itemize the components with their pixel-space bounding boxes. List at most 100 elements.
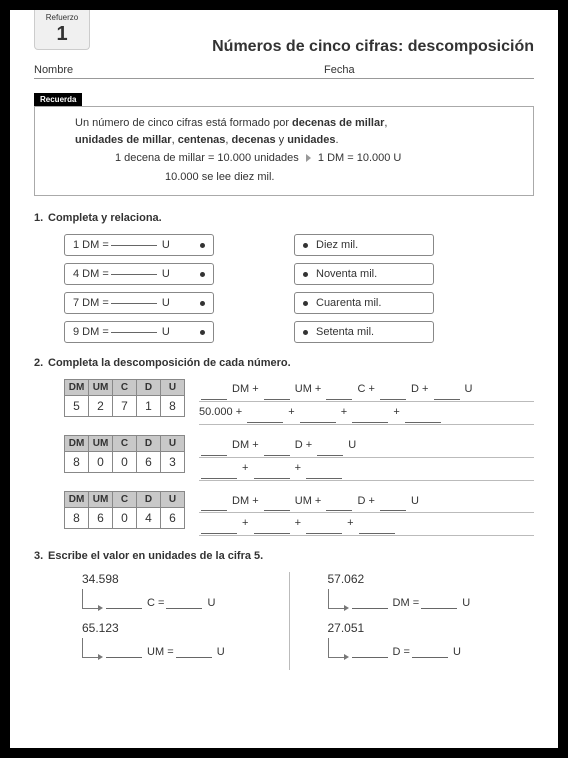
match-left-box: 7 DM = U	[64, 292, 214, 314]
ex3-number: 65.123	[82, 621, 289, 635]
dot-icon	[303, 272, 308, 277]
decomp-row: DMUMCDU80063 DM + D + U + +	[34, 435, 534, 481]
blank-field[interactable]	[300, 422, 336, 423]
match-left-box: 9 DM = U	[64, 321, 214, 343]
date-label: Fecha	[324, 64, 355, 76]
blank-field[interactable]	[380, 399, 406, 400]
blank-field[interactable]	[254, 478, 290, 479]
match-left-box: 4 DM = U	[64, 263, 214, 285]
blank-field[interactable]	[380, 510, 406, 511]
blank-field[interactable]	[326, 510, 352, 511]
blank-field[interactable]	[412, 657, 448, 658]
blank-field[interactable]	[201, 510, 227, 511]
ex3-number: 27.051	[328, 621, 535, 635]
ex3-item: 27.051 D = U	[310, 621, 535, 658]
arrow-row: DM = U	[310, 589, 535, 609]
match-right-box: Cuarenta mil.	[294, 292, 434, 314]
match-right-box: Setenta mil.	[294, 321, 434, 343]
ex3-number: 57.062	[328, 572, 535, 586]
recuerda-line2: 1 decena de millar = 10.000 unidades 1 D…	[75, 150, 517, 167]
blank-field[interactable]	[111, 332, 157, 333]
page-title: Números de cinco cifras: descomposición	[34, 38, 534, 56]
blank-field[interactable]	[306, 478, 342, 479]
dot-icon	[200, 301, 205, 306]
arrow-row: C = U	[64, 589, 289, 609]
arrow-row: D = U	[310, 638, 535, 658]
dot-icon	[200, 272, 205, 277]
blank-field[interactable]	[111, 303, 157, 304]
decomp-lines: DM + UM + C + D + U50.000 + + + +	[199, 379, 534, 425]
arrow-icon	[82, 638, 98, 658]
dot-icon	[200, 330, 205, 335]
exercise-3: 3.Escribe el valor en unidades de la cif…	[34, 550, 534, 670]
name-label: Nombre	[34, 64, 73, 76]
place-value-table: DMUMCDU80063	[64, 435, 185, 473]
name-date-row: Nombre Fecha	[34, 64, 534, 79]
blank-field[interactable]	[176, 657, 212, 658]
match-left-box: 1 DM = U	[64, 234, 214, 256]
exercise-2: 2.Completa la descomposición de cada núm…	[34, 357, 534, 536]
blank-field[interactable]	[106, 657, 142, 658]
ex3-item: 34.598 C = U	[64, 572, 289, 609]
blank-field[interactable]	[254, 533, 290, 534]
triangle-icon	[306, 154, 311, 162]
match-row: 4 DM = U Noventa mil.	[34, 263, 534, 285]
blank-field[interactable]	[247, 422, 283, 423]
arrow-icon	[82, 589, 98, 609]
blank-field[interactable]	[264, 455, 290, 456]
ex3-item: 57.062 DM = U	[310, 572, 535, 609]
arrow-row: UM = U	[64, 638, 289, 658]
dot-icon	[303, 330, 308, 335]
refuerzo-tab: Refuerzo 1	[34, 10, 90, 50]
blank-field[interactable]	[111, 274, 157, 275]
match-row: 7 DM = U Cuarenta mil.	[34, 292, 534, 314]
dot-icon	[303, 301, 308, 306]
worksheet-page: Refuerzo 1 Números de cinco cifras: desc…	[10, 10, 558, 748]
match-row: 9 DM = U Setenta mil.	[34, 321, 534, 343]
decomp-row: DMUMCDU86046 DM + UM + D + U + + +	[34, 491, 534, 537]
blank-field[interactable]	[352, 657, 388, 658]
ex3-number: 34.598	[82, 572, 289, 586]
recuerda-tag: Recuerda	[34, 93, 82, 106]
blank-field[interactable]	[359, 533, 395, 534]
dot-icon	[200, 243, 205, 248]
recuerda-section: Recuerda Un número de cinco cifras está …	[34, 93, 534, 196]
tab-label: Refuerzo	[35, 13, 89, 22]
place-value-table: DMUMCDU52718	[64, 379, 185, 417]
decomp-lines: DM + D + U + +	[199, 435, 534, 481]
blank-field[interactable]	[201, 478, 237, 479]
blank-field[interactable]	[201, 399, 227, 400]
ex3-title: 3.Escribe el valor en unidades de la cif…	[34, 550, 534, 562]
blank-field[interactable]	[421, 608, 457, 609]
blank-field[interactable]	[201, 533, 237, 534]
blank-field[interactable]	[434, 399, 460, 400]
match-right-box: Noventa mil.	[294, 263, 434, 285]
blank-field[interactable]	[352, 608, 388, 609]
blank-field[interactable]	[317, 455, 343, 456]
blank-field[interactable]	[264, 399, 290, 400]
ex1-title: 1.Completa y relaciona.	[34, 212, 534, 224]
place-value-table: DMUMCDU86046	[64, 491, 185, 529]
blank-field[interactable]	[111, 245, 157, 246]
ex3-item: 65.123 UM = U	[64, 621, 289, 658]
arrow-icon	[328, 589, 344, 609]
blank-field[interactable]	[201, 455, 227, 456]
blank-field[interactable]	[166, 608, 202, 609]
dot-icon	[303, 243, 308, 248]
blank-field[interactable]	[106, 608, 142, 609]
decomp-lines: DM + UM + D + U + + +	[199, 491, 534, 537]
blank-field[interactable]	[306, 533, 342, 534]
match-row: 1 DM = U Diez mil.	[34, 234, 534, 256]
blank-field[interactable]	[405, 422, 441, 423]
recuerda-box: Un número de cinco cifras está formado p…	[34, 106, 534, 196]
recuerda-line1: Un número de cinco cifras está formado p…	[75, 115, 517, 148]
recuerda-line3: 10.000 se lee diez mil.	[75, 169, 517, 186]
exercise-1: 1.Completa y relaciona. 1 DM = U Diez mi…	[34, 212, 534, 343]
ex3-grid: 34.598 C = U 65.123 UM = U 57.062 DM = U 2…	[34, 572, 534, 670]
tab-number: 1	[35, 24, 89, 44]
blank-field[interactable]	[264, 510, 290, 511]
match-right-box: Diez mil.	[294, 234, 434, 256]
ex2-title: 2.Completa la descomposición de cada núm…	[34, 357, 534, 369]
blank-field[interactable]	[352, 422, 388, 423]
blank-field[interactable]	[326, 399, 352, 400]
